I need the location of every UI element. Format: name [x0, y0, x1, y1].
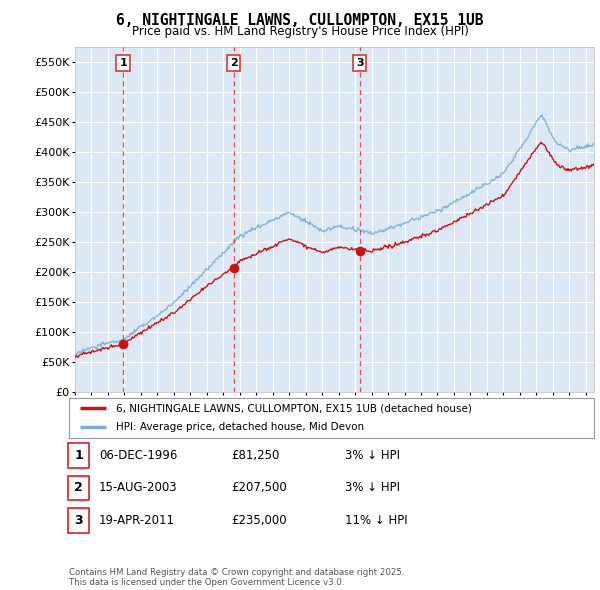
- Text: £207,500: £207,500: [231, 481, 287, 494]
- Text: 1: 1: [119, 58, 127, 68]
- Text: Price paid vs. HM Land Registry's House Price Index (HPI): Price paid vs. HM Land Registry's House …: [131, 25, 469, 38]
- Text: £235,000: £235,000: [231, 514, 287, 527]
- Text: 06-DEC-1996: 06-DEC-1996: [99, 449, 178, 462]
- Text: 6, NIGHTINGALE LAWNS, CULLOMPTON, EX15 1UB: 6, NIGHTINGALE LAWNS, CULLOMPTON, EX15 1…: [116, 13, 484, 28]
- Text: 3: 3: [356, 58, 364, 68]
- Text: Contains HM Land Registry data © Crown copyright and database right 2025.
This d: Contains HM Land Registry data © Crown c…: [69, 568, 404, 587]
- Text: 2: 2: [230, 58, 238, 68]
- Text: 3% ↓ HPI: 3% ↓ HPI: [345, 449, 400, 462]
- Text: £81,250: £81,250: [231, 449, 280, 462]
- Text: 3: 3: [74, 514, 83, 527]
- Text: 15-AUG-2003: 15-AUG-2003: [99, 481, 178, 494]
- Text: 2: 2: [74, 481, 83, 494]
- Text: 6, NIGHTINGALE LAWNS, CULLOMPTON, EX15 1UB (detached house): 6, NIGHTINGALE LAWNS, CULLOMPTON, EX15 1…: [116, 404, 472, 414]
- Text: HPI: Average price, detached house, Mid Devon: HPI: Average price, detached house, Mid …: [116, 422, 364, 432]
- Text: 1: 1: [74, 449, 83, 462]
- Text: 19-APR-2011: 19-APR-2011: [99, 514, 175, 527]
- Text: 11% ↓ HPI: 11% ↓ HPI: [345, 514, 407, 527]
- Text: 3% ↓ HPI: 3% ↓ HPI: [345, 481, 400, 494]
